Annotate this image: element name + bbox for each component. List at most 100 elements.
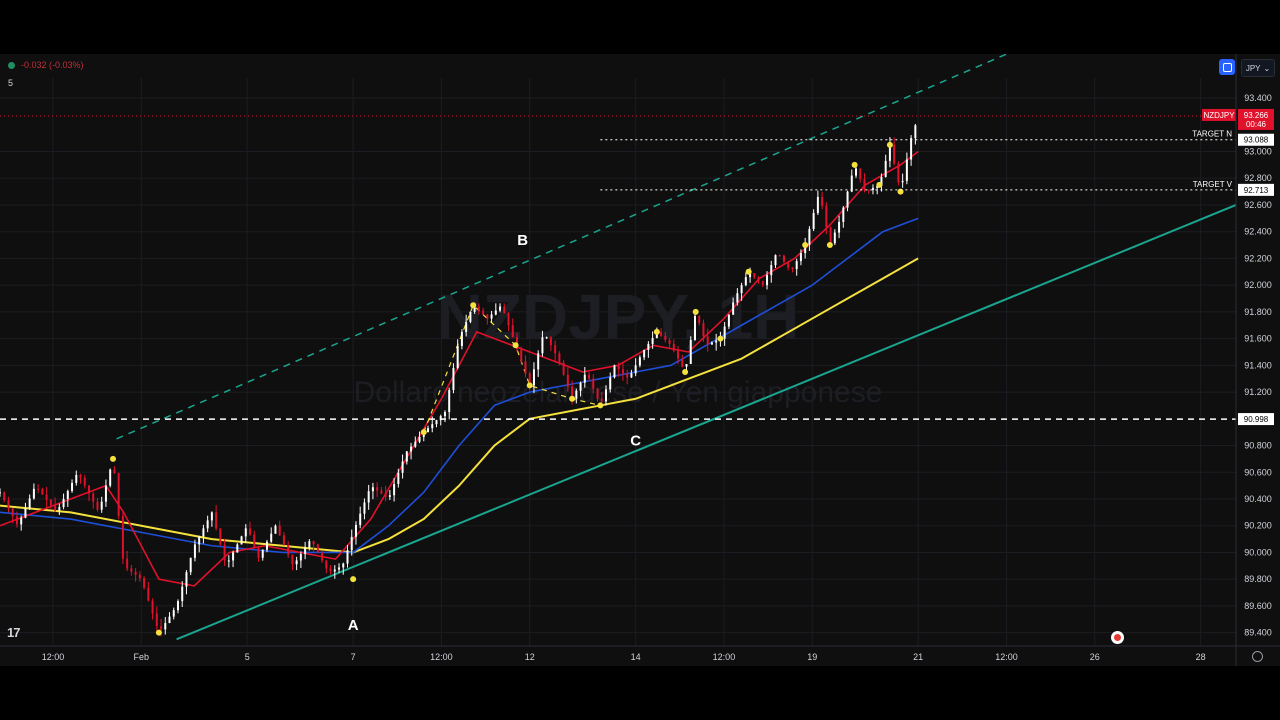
candle-body — [816, 196, 819, 213]
symbol-status: -0.032 (-0.03%) — [8, 60, 84, 70]
candle-body — [677, 350, 680, 359]
candle-body — [198, 536, 201, 545]
candle-body — [901, 180, 904, 183]
candle-body — [257, 547, 260, 558]
candle-body — [710, 342, 713, 345]
candle-body — [342, 563, 345, 568]
candle-body — [537, 353, 540, 370]
chart-frame[interactable]: NZDJPY, 1H Dollaro neozelandese / Yen gi… — [0, 54, 1280, 666]
pivot-marker — [826, 242, 833, 249]
candle-body — [761, 281, 764, 286]
candle-body — [270, 533, 273, 542]
candle-body — [278, 525, 281, 536]
candle-body — [541, 337, 544, 354]
candle-body — [240, 536, 243, 545]
candle-body — [859, 168, 862, 180]
candle-body — [914, 125, 917, 139]
record-icon — [1114, 634, 1121, 641]
candle-body — [299, 554, 302, 561]
candle-body — [371, 487, 374, 492]
pivot-marker — [110, 455, 117, 462]
pivot-marker — [682, 369, 689, 376]
candle-body — [176, 601, 179, 611]
wave-path — [423, 304, 601, 433]
candle-body — [28, 498, 31, 509]
candle-body — [410, 446, 413, 452]
candle-body — [435, 420, 438, 425]
pivot-marker — [512, 342, 519, 349]
candle-body — [338, 567, 341, 570]
chevron-down-icon: ⌄ — [1263, 63, 1271, 73]
candle-body — [304, 547, 307, 555]
candle-body — [104, 485, 107, 502]
candle-body — [829, 227, 832, 244]
candle-body — [24, 508, 27, 518]
candle-body — [884, 160, 887, 177]
candle-body — [7, 500, 10, 509]
candle-body — [405, 451, 408, 462]
candle-body — [164, 623, 167, 630]
pivot-marker — [597, 402, 604, 409]
pivot-marker — [155, 629, 162, 636]
currency-button[interactable]: JPY ⌄ — [1241, 59, 1275, 77]
candle-body — [795, 261, 798, 270]
candle-body — [15, 516, 18, 525]
candle-body — [32, 488, 35, 499]
ema-fast-line — [0, 150, 919, 587]
price-tick-label: 89.800 — [1244, 574, 1272, 584]
candle-body — [871, 187, 874, 190]
candle-body — [11, 508, 14, 517]
symbol-tag-label: NZDJPY — [1203, 111, 1235, 120]
candle-body — [647, 343, 650, 350]
wave-label-c: C — [630, 433, 641, 450]
candle-body — [20, 517, 23, 525]
candle-body — [160, 626, 163, 630]
tradingview-logo-icon[interactable]: 17 — [7, 625, 21, 640]
candle-body — [855, 168, 858, 176]
candle-body — [490, 314, 493, 319]
candle-body — [850, 175, 853, 192]
candle-body — [100, 501, 103, 510]
record-button[interactable] — [1111, 631, 1124, 644]
pivot-marker — [569, 395, 576, 402]
pivot-marker — [802, 242, 809, 249]
candle-body — [689, 339, 692, 365]
interval-row[interactable]: 5 — [8, 78, 13, 88]
candle-body — [359, 513, 362, 525]
candle-body — [634, 365, 637, 374]
price-chart[interactable]: NZDJPY, 1H Dollaro neozelandese / Yen gi… — [0, 54, 1280, 666]
candle-body — [329, 568, 332, 572]
interval-label[interactable]: 5 — [8, 78, 14, 88]
grid — [0, 78, 1236, 646]
candle-body — [96, 501, 99, 510]
pivot-marker — [653, 328, 660, 335]
candle-body — [113, 469, 116, 474]
time-tick-label: 12:00 — [42, 652, 65, 662]
candle-body — [397, 472, 400, 485]
candle-body — [846, 191, 849, 208]
candle-body — [62, 498, 65, 508]
candle-body — [134, 571, 137, 575]
candle-body — [575, 390, 578, 399]
candle-body — [333, 569, 336, 572]
candle-body — [893, 144, 896, 164]
time-tick-label: 12 — [525, 652, 535, 662]
pivot-markers — [110, 141, 904, 636]
candle-body — [482, 310, 485, 315]
candle-body — [664, 335, 667, 340]
sync-button[interactable] — [1219, 59, 1235, 75]
candle-body — [75, 474, 78, 483]
candle-body — [838, 221, 841, 233]
candle-body — [499, 306, 502, 311]
candle-body — [312, 541, 315, 545]
horizontal-levels: 90.998 TARGET N 93.088 TARGET V 92.713 NZDJPY… — [0, 108, 1274, 426]
level-price: 92.713 — [1244, 186, 1269, 195]
candle-body — [321, 552, 324, 561]
candle-body — [291, 554, 294, 565]
last-price-tag — [1238, 108, 1274, 130]
settings-icon[interactable] — [1252, 651, 1263, 662]
level-tag — [1238, 183, 1274, 196]
level-name: TARGET V — [1193, 180, 1233, 189]
candle-body — [651, 337, 654, 344]
candle-body — [507, 313, 510, 326]
